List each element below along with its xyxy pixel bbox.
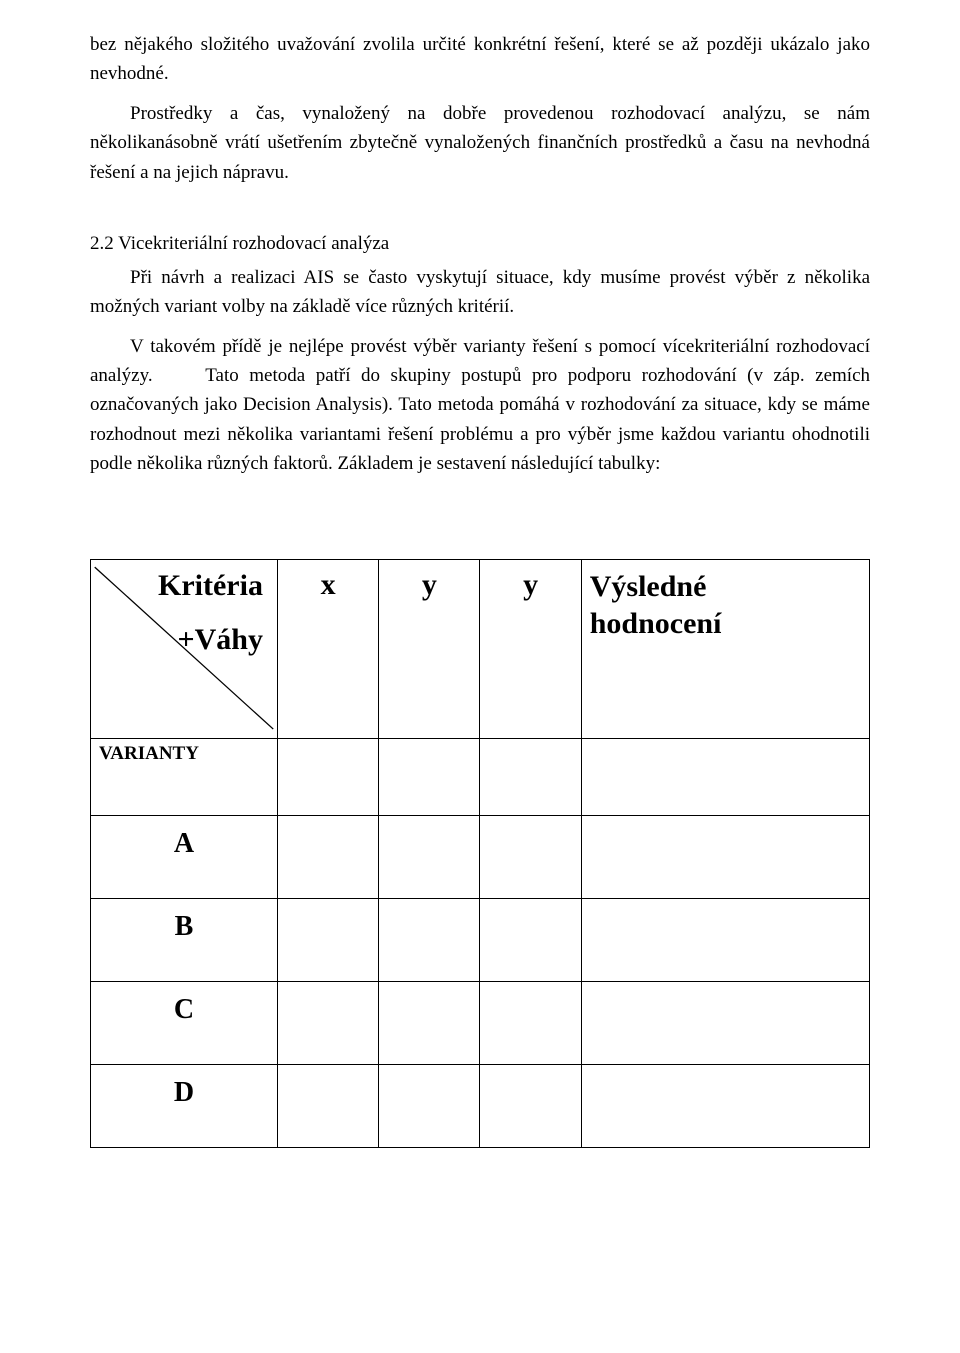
blank-cell [581, 815, 869, 898]
col-header-x-text: x [286, 564, 370, 602]
col-header-x: x [277, 559, 378, 738]
table-row: D [91, 1064, 870, 1147]
col-header-y2: y [480, 559, 581, 738]
blank-cell [277, 738, 378, 815]
blank-cell [480, 981, 581, 1064]
blank-cell [379, 815, 480, 898]
decision-table: Kritéria +Váhy x y y Výsledné hodnocení … [90, 559, 870, 1148]
table-row: B [91, 898, 870, 981]
blank-cell [480, 898, 581, 981]
col-header-result-l2: hodnocení [590, 607, 722, 640]
blank-cell [480, 815, 581, 898]
blank-cell [379, 981, 480, 1064]
col-header-y1-text: y [387, 564, 471, 602]
table-row: C [91, 981, 870, 1064]
blank-cell [480, 1064, 581, 1147]
section-heading: 2.2 Vicekriteriální rozhodovací analýza [90, 229, 870, 258]
col-header-y2-text: y [488, 564, 572, 602]
paragraph-4: V takovém přídě je nejlépe provést výběr… [90, 332, 870, 479]
col-header-result-l1: Výsledné [590, 570, 707, 603]
header-criteria-cell: Kritéria +Váhy [91, 559, 278, 738]
blank-cell [277, 1064, 378, 1147]
blank-cell [277, 981, 378, 1064]
varianty-label-row: VARIANTY [91, 738, 870, 815]
blank-cell [480, 738, 581, 815]
blank-cell [379, 1064, 480, 1147]
paragraph-4b: Tato metoda patří do skupiny postupů pro… [90, 365, 870, 474]
varianty-label: VARIANTY [91, 738, 278, 815]
col-header-result: Výsledné hodnocení [581, 559, 869, 738]
blank-cell [277, 815, 378, 898]
header-weights-label: +Váhy [99, 622, 269, 658]
paragraph-3: Při návrh a realizaci AIS se často vysky… [90, 263, 870, 322]
variant-c-label: C [91, 981, 278, 1064]
variant-a-label: A [91, 815, 278, 898]
table-header-row: Kritéria +Váhy x y y Výsledné hodnocení [91, 559, 870, 738]
paragraph-2: Prostředky a čas, vynaložený na dobře pr… [90, 99, 870, 187]
blank-cell [581, 1064, 869, 1147]
header-criteria-label: Kritéria [99, 564, 269, 604]
table-row: A [91, 815, 870, 898]
blank-cell [379, 738, 480, 815]
col-header-y1: y [379, 559, 480, 738]
blank-cell [277, 898, 378, 981]
variant-b-label: B [91, 898, 278, 981]
blank-cell [581, 738, 869, 815]
blank-cell [581, 898, 869, 981]
paragraph-1: bez nějakého složitého uvažování zvolila… [90, 30, 870, 89]
blank-cell [581, 981, 869, 1064]
blank-cell [379, 898, 480, 981]
variant-d-label: D [91, 1064, 278, 1147]
